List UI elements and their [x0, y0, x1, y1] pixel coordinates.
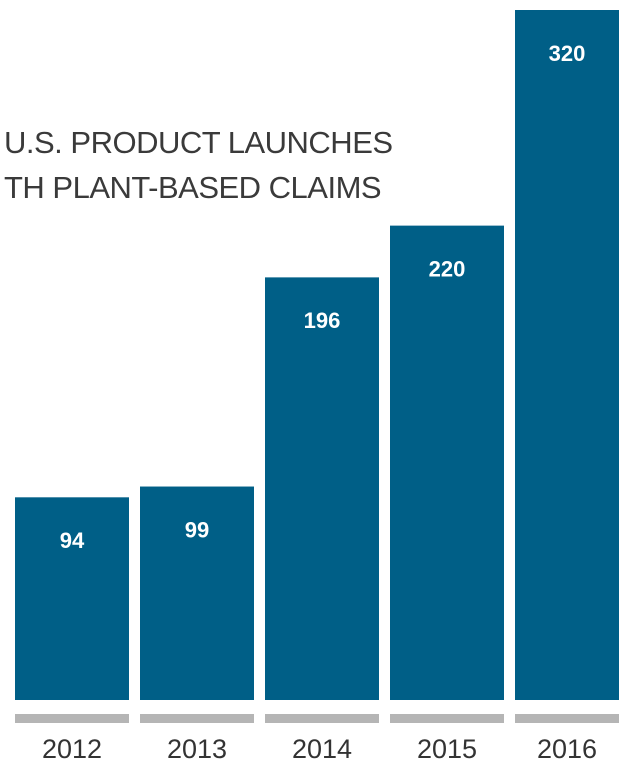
x-tick-label: 2012 — [42, 734, 102, 764]
value-label: 320 — [549, 41, 586, 66]
value-label: 94 — [60, 528, 85, 553]
baseline-segment — [515, 714, 619, 723]
baseline-segment — [390, 714, 504, 723]
bar — [515, 10, 619, 700]
chart-title: U.S. PRODUCT LAUNCHES — [4, 125, 393, 160]
bar — [140, 486, 254, 700]
value-label: 220 — [429, 256, 466, 281]
value-label: 99 — [185, 517, 209, 542]
baseline-segment — [140, 714, 254, 723]
x-tick-label: 2016 — [537, 734, 597, 764]
bar — [265, 277, 379, 700]
baseline-segment — [265, 714, 379, 723]
chart-title: TH PLANT-BASED CLAIMS — [4, 170, 381, 205]
x-tick-label: 2013 — [167, 734, 227, 764]
x-tick-label: 2014 — [292, 734, 352, 764]
bar — [390, 225, 504, 700]
bar — [15, 497, 129, 700]
x-tick-label: 2015 — [417, 734, 477, 764]
baseline-segment — [15, 714, 129, 723]
value-label: 196 — [304, 308, 341, 333]
